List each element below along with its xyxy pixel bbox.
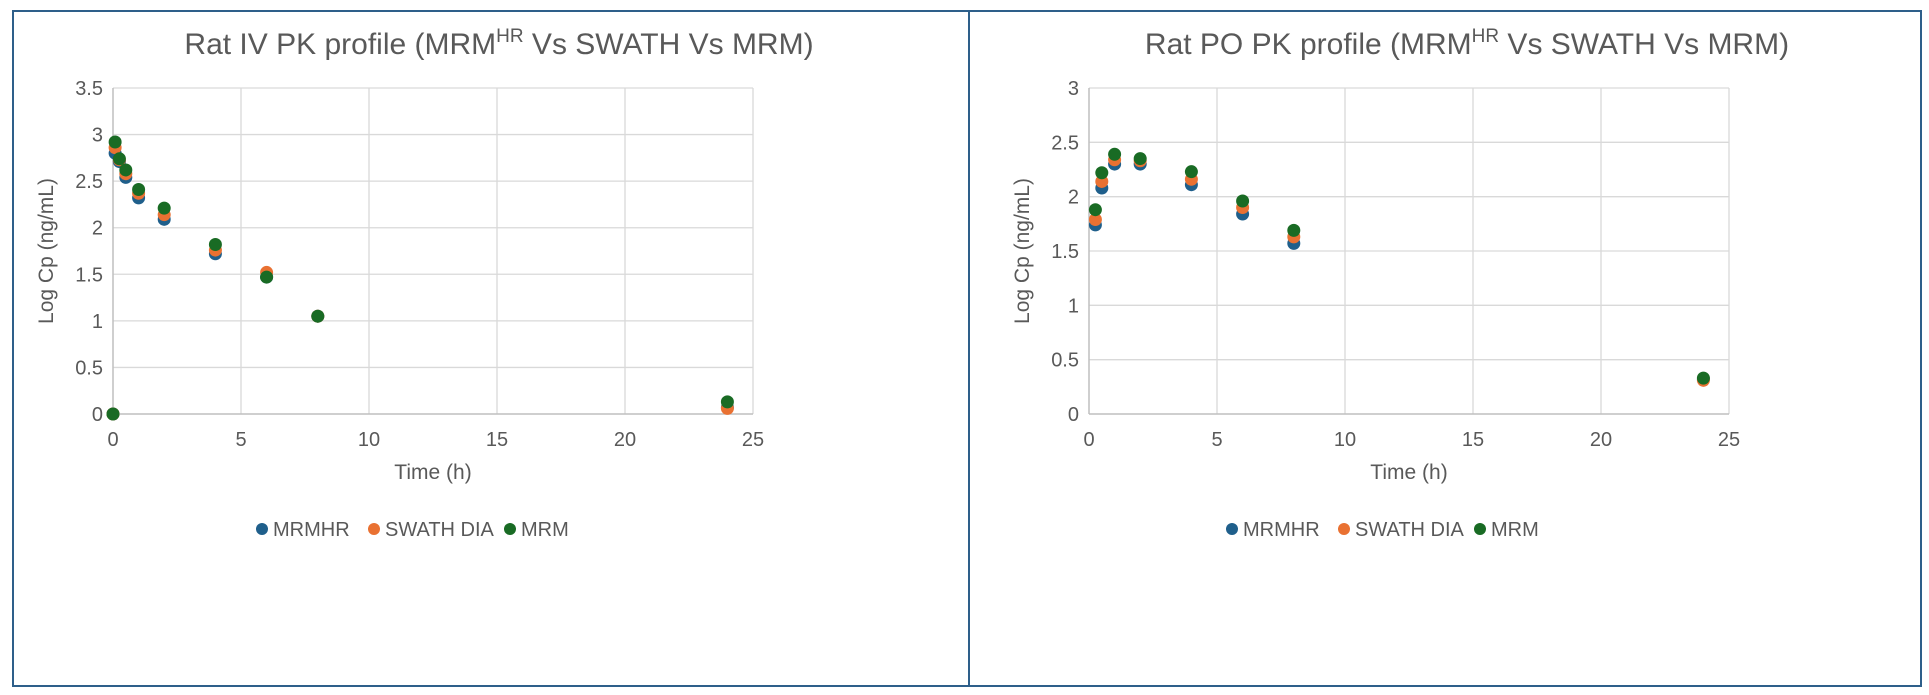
iv-point-mrm (112, 152, 126, 166)
po-x-tick-label: 10 (1334, 429, 1356, 451)
po-x-tick-label: 20 (1590, 429, 1612, 451)
title-superscript: HR (1472, 26, 1499, 47)
iv-x-tick-label: 20 (614, 429, 636, 451)
iv-legend-marker-1 (368, 523, 380, 535)
iv-x-tick-label: 25 (742, 429, 764, 451)
iv-point-mrm (720, 395, 734, 409)
po-chart-title: Rat PO PK profile (MRMHR Vs SWATH Vs MRM… (1145, 26, 1789, 61)
iv-legend-marker-2 (504, 523, 516, 535)
po-y-tick-label: 1.5 (1051, 241, 1079, 263)
po-point-mrm (1287, 223, 1301, 237)
po-point-mrm (1108, 147, 1122, 161)
po-point-swath-dia (1088, 212, 1102, 226)
po-x-tick-label: 15 (1462, 429, 1484, 451)
title-suffix: Vs SWATH Vs MRM) (1499, 28, 1789, 61)
iv-chart-title: Rat IV PK profile (MRMHR Vs SWATH Vs MRM… (184, 26, 813, 61)
po-y-tick-label: 0.5 (1051, 350, 1079, 372)
po-y-tick-label: 2.5 (1051, 132, 1079, 154)
title-superscript: HR (496, 26, 523, 47)
po-x-tick-label: 0 (1083, 429, 1094, 451)
iv-pk-chart: Rat IV PK profile (MRMHR Vs SWATH Vs MRM… (35, 26, 814, 541)
iv-x-axis-title: Time (h) (394, 461, 471, 484)
po-legend-marker-0 (1226, 523, 1238, 535)
iv-legend-label: SWATH DIA (385, 519, 495, 541)
iv-y-tick-label: 2.5 (75, 171, 103, 193)
po-point-mrm (1184, 165, 1198, 179)
iv-chart-panel: Rat IV PK profile (MRMHR Vs SWATH Vs MRM… (12, 10, 970, 687)
po-x-axis-title: Time (h) (1370, 461, 1447, 484)
iv-point-mrm (108, 135, 122, 149)
iv-legend-label: MRMHR (273, 519, 350, 541)
iv-point-mrm (106, 407, 120, 421)
po-y-tick-label: 0 (1068, 404, 1079, 426)
iv-x-tick-label: 0 (107, 429, 118, 451)
po-y-tick-label: 1 (1068, 295, 1079, 317)
title-text: Rat PO PK profile (MRM (1145, 28, 1472, 61)
po-point-mrm (1236, 194, 1250, 208)
iv-y-tick-label: 3 (92, 125, 103, 147)
iv-x-tick-label: 10 (358, 429, 380, 451)
po-legend-label: SWATH DIA (1355, 519, 1465, 541)
iv-point-mrm (119, 163, 133, 177)
po-legend-label: MRM (1491, 519, 1539, 541)
iv-y-tick-label: 1.5 (75, 264, 103, 286)
po-legend-marker-1 (1338, 523, 1350, 535)
po-chart-panel: Rat PO PK profile (MRMHR Vs SWATH Vs MRM… (968, 10, 1922, 687)
iv-point-mrm (260, 270, 274, 284)
iv-point-mrm (311, 309, 325, 323)
iv-y-tick-label: 0.5 (75, 357, 103, 379)
po-pk-chart: Rat PO PK profile (MRMHR Vs SWATH Vs MRM… (1011, 26, 1789, 541)
po-point-mrm (1133, 152, 1147, 166)
po-point-mrm (1696, 371, 1710, 385)
iv-y-tick-label: 2 (92, 218, 103, 240)
iv-legend-marker-0 (256, 523, 268, 535)
title-suffix: Vs SWATH Vs MRM) (524, 28, 814, 61)
po-y-tick-label: 2 (1068, 187, 1079, 209)
po-point-mrm (1095, 166, 1109, 180)
iv-point-mrm (132, 183, 146, 197)
po-y-axis-title: Log Cp (ng/mL) (1011, 178, 1034, 324)
iv-y-tick-label: 0 (92, 404, 103, 426)
po-point-mrm (1088, 203, 1102, 217)
iv-x-tick-label: 15 (486, 429, 508, 451)
iv-y-tick-label: 1 (92, 311, 103, 333)
iv-y-axis-title: Log Cp (ng/mL) (35, 178, 58, 324)
iv-x-tick-label: 5 (235, 429, 246, 451)
po-legend-label: MRMHR (1243, 519, 1320, 541)
iv-point-mrm (157, 201, 171, 215)
po-y-tick-label: 3 (1068, 78, 1079, 100)
po-legend-marker-2 (1474, 523, 1486, 535)
iv-point-mrm (208, 237, 222, 251)
iv-y-tick-label: 3.5 (75, 78, 103, 100)
iv-legend-label: MRM (521, 519, 569, 541)
po-x-tick-label: 25 (1718, 429, 1740, 451)
title-text: Rat IV PK profile (MRM (184, 28, 496, 61)
po-x-tick-label: 5 (1211, 429, 1222, 451)
